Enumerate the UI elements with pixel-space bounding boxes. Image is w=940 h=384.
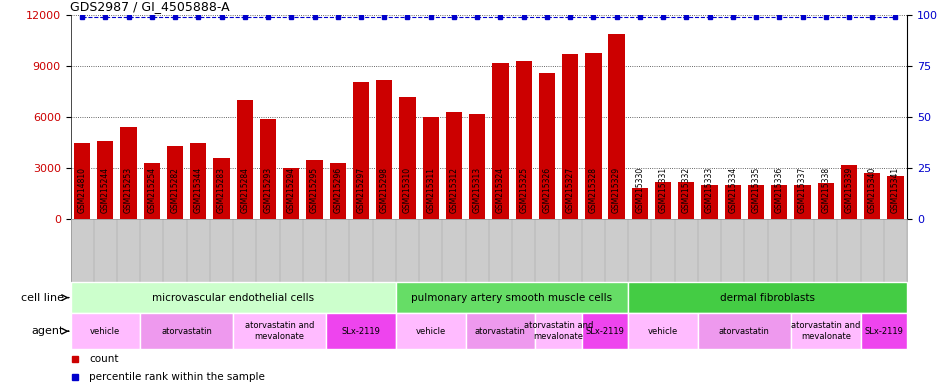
Text: SLx-2119: SLx-2119	[865, 327, 903, 336]
Bar	[330, 163, 346, 219]
Text: microvascular endothelial cells: microvascular endothelial cells	[152, 293, 314, 303]
Bar	[400, 97, 415, 219]
Bar	[97, 141, 114, 219]
Text: pulmonary artery smooth muscle cells: pulmonary artery smooth muscle cells	[412, 293, 613, 303]
Bar	[259, 119, 276, 219]
Bar	[446, 112, 462, 219]
Bar	[515, 61, 532, 219]
Bar	[396, 313, 465, 349]
Bar	[887, 177, 903, 219]
Text: agent: agent	[31, 326, 64, 336]
Bar	[861, 313, 907, 349]
Text: atorvastatin and
mevalonate: atorvastatin and mevalonate	[791, 321, 860, 341]
Bar	[628, 282, 907, 313]
Bar	[582, 313, 628, 349]
Bar	[725, 185, 741, 219]
Bar	[70, 313, 140, 349]
Bar	[748, 185, 764, 219]
Bar	[396, 282, 628, 313]
Text: SLx-2119: SLx-2119	[586, 327, 624, 336]
Text: SLx-2119: SLx-2119	[341, 327, 381, 336]
Text: atorvastatin and
mevalonate: atorvastatin and mevalonate	[245, 321, 314, 341]
Text: percentile rank within the sample: percentile rank within the sample	[89, 372, 265, 382]
Bar	[697, 313, 791, 349]
Bar	[70, 282, 396, 313]
Text: count: count	[89, 354, 118, 364]
Bar	[423, 117, 439, 219]
Bar	[120, 127, 136, 219]
Bar	[791, 313, 861, 349]
Bar	[283, 168, 300, 219]
Bar	[632, 189, 648, 219]
Text: atorvastatin and
mevalonate: atorvastatin and mevalonate	[524, 321, 593, 341]
Bar	[535, 313, 582, 349]
Bar	[306, 159, 322, 219]
Bar	[628, 313, 697, 349]
Bar	[237, 100, 253, 219]
Text: GDS2987 / GI_4505888-A: GDS2987 / GI_4505888-A	[70, 0, 230, 13]
Bar	[818, 183, 834, 219]
Bar	[678, 182, 695, 219]
Text: atorvastatin: atorvastatin	[162, 327, 212, 336]
Bar	[190, 142, 207, 219]
Bar	[213, 158, 229, 219]
Text: cell line: cell line	[21, 293, 64, 303]
Bar	[701, 185, 718, 219]
Bar	[469, 114, 485, 219]
Text: atorvastatin: atorvastatin	[719, 327, 770, 336]
Text: vehicle: vehicle	[648, 327, 679, 336]
Bar	[562, 55, 578, 219]
Bar	[233, 313, 326, 349]
Bar	[352, 81, 369, 219]
Bar	[167, 146, 183, 219]
Bar	[376, 80, 392, 219]
Bar	[465, 313, 535, 349]
Text: vehicle: vehicle	[415, 327, 446, 336]
Bar	[144, 163, 160, 219]
Bar	[794, 185, 810, 219]
Bar	[493, 63, 509, 219]
Text: atorvastatin: atorvastatin	[475, 327, 525, 336]
Bar	[771, 185, 788, 219]
Bar	[586, 53, 602, 219]
Text: vehicle: vehicle	[90, 327, 120, 336]
Bar	[864, 173, 881, 219]
Bar	[655, 182, 671, 219]
Bar	[608, 34, 625, 219]
Text: dermal fibroblasts: dermal fibroblasts	[720, 293, 815, 303]
Bar	[74, 142, 90, 219]
Bar	[841, 165, 857, 219]
Bar	[326, 313, 396, 349]
Bar	[539, 73, 555, 219]
Bar	[140, 313, 233, 349]
